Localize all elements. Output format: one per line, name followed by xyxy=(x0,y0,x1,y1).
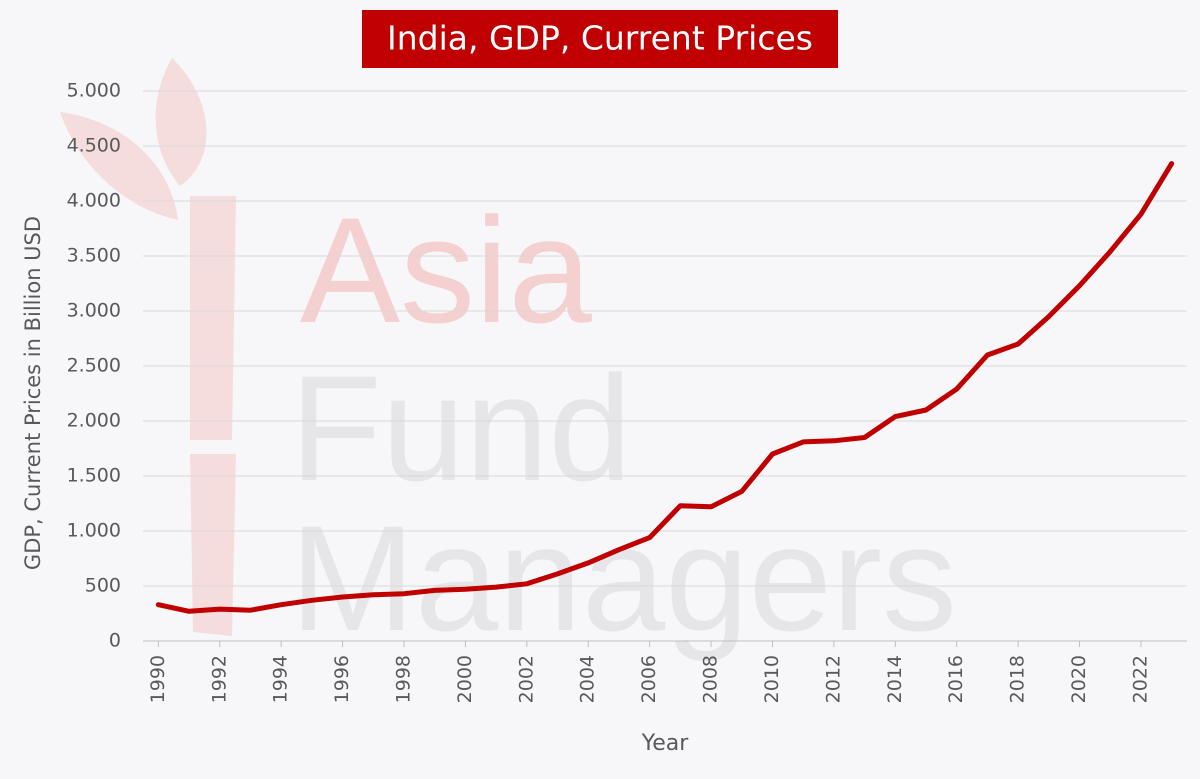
y-tick-label: 3.500 xyxy=(67,245,121,267)
x-tick-label: 2018 xyxy=(1007,655,1029,703)
leaf xyxy=(155,58,207,186)
y-tick-label: 2.500 xyxy=(67,355,121,377)
x-tick-label: 2006 xyxy=(638,655,660,703)
x-tick-label: 2016 xyxy=(945,655,967,703)
x-tick-label: 2000 xyxy=(454,655,476,703)
y-tick-label: 4.500 xyxy=(67,135,121,157)
line xyxy=(155,161,1175,614)
x-tick-label: 1992 xyxy=(208,655,230,703)
x-tick-label: 1998 xyxy=(393,655,415,703)
y-tick-label: 1.000 xyxy=(67,520,121,542)
y-tick-label: 2.000 xyxy=(67,410,121,432)
x-tick-label: 2014 xyxy=(884,655,906,703)
x-tick-label: 2022 xyxy=(1129,655,1151,703)
chart-title: India, GDP, Current Prices xyxy=(387,19,813,58)
x-tick-label: 1996 xyxy=(331,655,353,703)
y-tick-label: 3.000 xyxy=(67,300,121,322)
x-tick-label: 2010 xyxy=(761,655,783,703)
x-tick-label: 2012 xyxy=(822,655,844,703)
y-axis-label: GDP, Current Prices in Billion USD xyxy=(21,216,45,570)
x-tick-label: 2008 xyxy=(700,655,722,703)
stem xyxy=(190,196,236,440)
x-tick-label: 2004 xyxy=(577,655,599,703)
y-tick-label: 4.000 xyxy=(67,190,121,212)
watermark-logo xyxy=(60,58,236,636)
y-tick-label: 1.500 xyxy=(67,465,121,487)
y-tick-label: 500 xyxy=(85,575,121,597)
x-tick-label: 2020 xyxy=(1068,655,1090,703)
y-tick-label: 0 xyxy=(109,630,121,652)
y-tick-label: 5.000 xyxy=(67,80,121,102)
leaf xyxy=(60,112,178,220)
watermark-text: Managers xyxy=(290,494,957,662)
x-axis-label: Year xyxy=(641,731,690,756)
x-tick-label: 1990 xyxy=(147,655,169,703)
x-tick-label: 2002 xyxy=(515,655,537,703)
x-tick-label: 1994 xyxy=(270,655,292,703)
title-box xyxy=(362,10,838,68)
watermark-text: Fund xyxy=(290,344,632,512)
watermark-text: Asia xyxy=(300,186,592,354)
stem xyxy=(190,454,236,636)
